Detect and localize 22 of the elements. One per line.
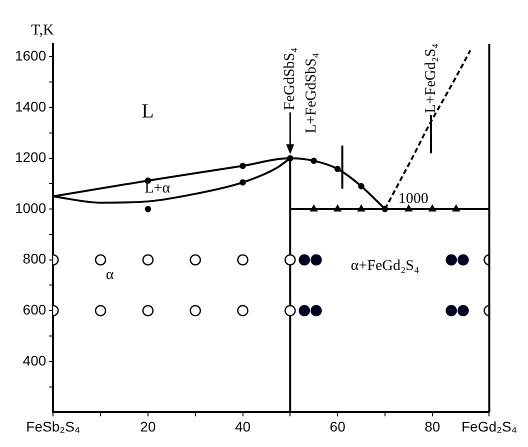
x-tick-label: 20: [140, 418, 156, 434]
y-tick-label: 600: [22, 301, 46, 318]
y-tick-label: 1000: [14, 200, 46, 216]
x-tick-label: FeSb₂S₄: [26, 418, 80, 434]
y-tick-label: 1200: [14, 149, 46, 166]
annotation: L+FeGd₂S₄: [422, 43, 439, 114]
annotation: FeGdSbS₄: [282, 48, 298, 110]
annotation: L+FeGdSbS₄: [303, 52, 320, 134]
x-tick-label: 60: [330, 418, 346, 434]
y-axis-title: T,K: [31, 22, 54, 38]
annotation: α+FeGd₂S₄: [350, 258, 420, 274]
x-tick-label: 80: [424, 418, 440, 434]
y-tick-label: 1400: [14, 98, 46, 114]
annotation: α: [106, 267, 114, 284]
y-tick-label: 800: [22, 250, 46, 267]
annotation: L: [142, 100, 154, 123]
y-tick-label: 1600: [14, 48, 46, 64]
x-tick-label: 40: [234, 418, 251, 434]
annotation: L+α: [144, 180, 170, 197]
annotation: 1000: [398, 190, 428, 207]
x-tick-label: FeGd₂S₄: [461, 418, 518, 434]
y-tick-label: 400: [22, 352, 46, 368]
